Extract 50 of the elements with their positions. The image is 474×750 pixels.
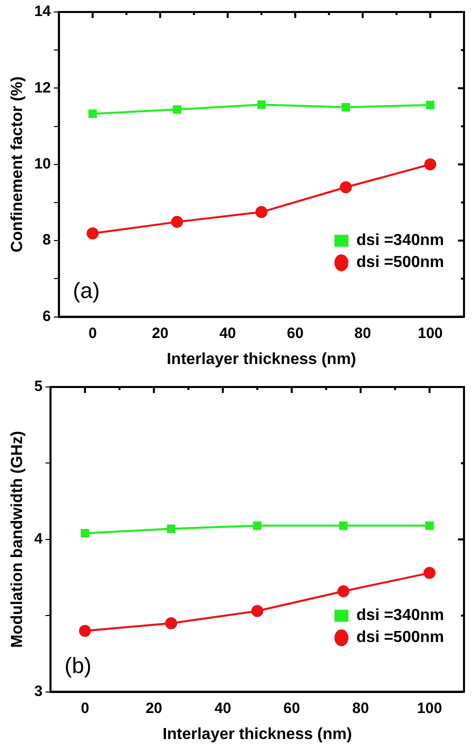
legend-label: dsi =500nm [356, 629, 444, 646]
point [424, 566, 436, 579]
x-tick-label: 0 [88, 324, 97, 342]
y-tick-label: 6 [42, 308, 51, 325]
x-tick-label: 20 [146, 700, 162, 717]
point [78, 624, 91, 637]
x-axis-title: Interlayer thickness (nm) [162, 726, 352, 743]
point [257, 100, 266, 109]
x-tick-label: 80 [352, 700, 369, 717]
point [339, 521, 348, 530]
x-tick-label: 100 [417, 700, 442, 717]
x-tick-label: 40 [214, 700, 232, 717]
point [253, 521, 262, 530]
point [166, 524, 176, 533]
x-tick-label: 80 [354, 324, 372, 342]
point [251, 605, 264, 618]
point [86, 227, 99, 240]
point [426, 100, 434, 110]
annotation: (a) [72, 278, 100, 303]
x-tick-label: 20 [152, 324, 169, 342]
y-tick-label: 12 [34, 79, 51, 96]
y-tick-label: 10 [34, 156, 51, 173]
x-tick-label: 100 [418, 324, 443, 342]
x-tick-label: 60 [283, 700, 300, 717]
y-tick-label: 4 [34, 530, 44, 548]
point [165, 617, 178, 630]
y-axis-title: Confinement factor (%) [9, 76, 26, 252]
y-tick-label: 5 [34, 378, 43, 396]
y-axis-title: Modulation bandwidth (GHz) [9, 430, 26, 648]
point [340, 181, 352, 194]
legend-label: dsi =500nm [356, 254, 444, 272]
y-tick-label: 8 [42, 232, 51, 249]
point [171, 216, 184, 228]
point [424, 158, 436, 170]
annotation: (b) [64, 652, 92, 678]
point [255, 206, 268, 218]
x-axis-title: Interlayer thickness (nm) [166, 350, 356, 368]
x-tick-label: 40 [219, 324, 236, 342]
point [337, 585, 350, 598]
x-tick-label: 0 [80, 700, 90, 717]
x-tick-label: 60 [286, 324, 304, 342]
legend-label: dsi =340nm [356, 607, 444, 624]
point [342, 103, 350, 112]
legend-label: dsi =340nm [356, 232, 444, 250]
point [80, 529, 90, 538]
y-tick-label: 3 [34, 682, 43, 700]
y-tick-label: 14 [34, 3, 52, 20]
point [88, 109, 97, 118]
point [425, 521, 434, 530]
point [172, 105, 182, 114]
